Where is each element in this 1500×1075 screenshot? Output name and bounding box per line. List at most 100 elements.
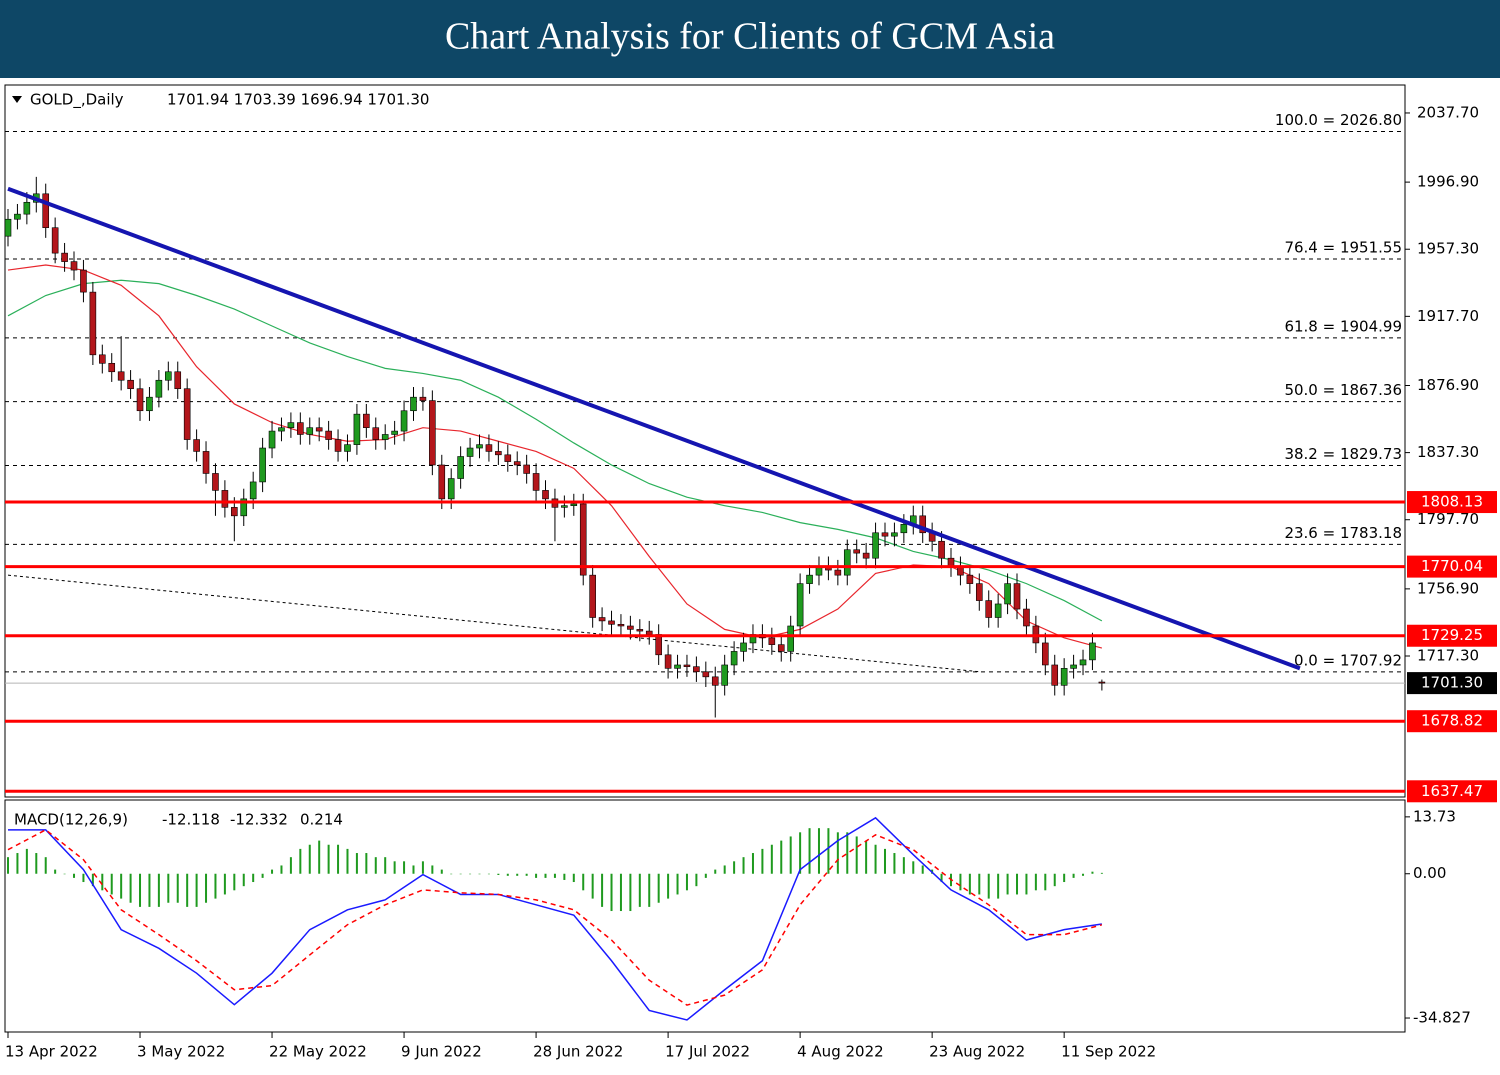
macd-histogram-bar xyxy=(289,857,292,874)
macd-histogram-bar xyxy=(601,873,604,907)
candle-body xyxy=(711,676,719,686)
x-tick-label: 13 Apr 2022 xyxy=(5,1043,98,1061)
macd-histogram-bar xyxy=(120,873,123,899)
macd-histogram-bar xyxy=(535,873,538,878)
candle-body xyxy=(249,481,257,500)
macd-histogram-bar xyxy=(1044,873,1047,891)
candle-body xyxy=(919,515,927,534)
macd-histogram-bar xyxy=(421,861,424,874)
candle-body xyxy=(608,620,615,625)
y-tick-label: 1797.70 xyxy=(1417,510,1479,528)
candle-body xyxy=(51,227,59,254)
y-tick-label: 2037.70 xyxy=(1417,103,1479,121)
symbol: GOLD_,Daily xyxy=(30,91,124,110)
candle-body xyxy=(136,388,144,412)
macd-histogram-bar xyxy=(233,873,236,891)
macd-histogram-bar xyxy=(139,873,142,907)
macd-histogram-bar xyxy=(1016,873,1019,895)
macd-histogram-bar xyxy=(1100,872,1103,874)
candle-body xyxy=(127,379,134,390)
candle-body xyxy=(438,464,446,500)
candle-body xyxy=(174,371,182,390)
macd-histogram-bar xyxy=(789,836,792,874)
macd-panel xyxy=(4,799,1406,1033)
menu-arrow xyxy=(12,96,22,103)
candle-body xyxy=(419,396,427,401)
macd-histogram-bar xyxy=(478,873,481,875)
candle-body xyxy=(542,490,549,500)
macd-histogram-bar xyxy=(751,853,754,874)
macd-histogram-bar xyxy=(997,873,1000,899)
macd-histogram-bar xyxy=(252,873,255,883)
level-box xyxy=(1407,780,1497,803)
macd-histogram-bar xyxy=(921,865,924,874)
candle-body xyxy=(447,478,455,500)
candle-body xyxy=(381,434,389,440)
candle-body xyxy=(966,574,974,584)
macd-histogram-bar xyxy=(469,873,472,875)
macd-histogram-bar xyxy=(695,873,698,887)
macd-histogram-bar xyxy=(308,844,311,874)
ohlc-text: 1701.94 1703.39 1696.94 1701.30 xyxy=(167,91,429,109)
candle-body xyxy=(655,634,662,656)
candle-body xyxy=(872,532,879,559)
candle-body xyxy=(683,664,691,667)
candle-body xyxy=(843,549,851,576)
macd-histogram-bar xyxy=(440,869,443,874)
title-bar xyxy=(0,0,1500,78)
candle-body xyxy=(532,473,540,491)
macd-main-value: -12.118 xyxy=(162,811,220,829)
candle-body xyxy=(146,396,153,412)
candle-body xyxy=(627,625,634,630)
level-box xyxy=(1407,555,1497,578)
macd-histogram-bar xyxy=(337,844,340,874)
candle-body xyxy=(891,532,898,537)
macd-main-line xyxy=(8,816,1102,1021)
level-label: 1729.25 xyxy=(1421,626,1483,644)
candle-body xyxy=(674,664,681,669)
macd-histogram-bar xyxy=(657,873,660,903)
x-tick-label: 3 May 2022 xyxy=(137,1043,225,1061)
macd-histogram-bar xyxy=(157,873,160,907)
macd-histogram-bar xyxy=(91,873,94,887)
candle-body xyxy=(1004,583,1011,605)
candle-body xyxy=(495,451,502,456)
y-tick-label: 1756.90 xyxy=(1417,579,1479,597)
candle-body xyxy=(645,630,653,635)
candle-body xyxy=(702,671,710,678)
candle-body xyxy=(315,427,323,432)
candle-body xyxy=(740,642,747,652)
macd-y-tick-label: 13.73 xyxy=(1413,807,1456,825)
macd-title: MACD(12,26,9) xyxy=(14,811,128,829)
macd-histogram-bar xyxy=(1025,873,1028,895)
candle-body xyxy=(900,524,908,534)
moving-average xyxy=(7,264,1103,649)
macd-histogram-bar xyxy=(1072,873,1075,878)
candle-body xyxy=(89,291,97,356)
y-tick-label: 1717.30 xyxy=(1417,646,1479,664)
macd-histogram-bar xyxy=(186,873,189,907)
macd-histogram-bar xyxy=(195,873,198,907)
last-price-label: 1701.30 xyxy=(1421,674,1483,692)
candle-body xyxy=(777,644,785,652)
macd-histogram-bar xyxy=(365,853,368,874)
macd-histogram-bar xyxy=(318,840,321,874)
macd-y-tick-label: -34.827 xyxy=(1413,1009,1471,1027)
macd-histogram-bar xyxy=(648,873,651,907)
macd-histogram-bar xyxy=(902,857,905,874)
macd-histogram-bar xyxy=(676,873,679,895)
candle-body xyxy=(306,427,314,435)
candle-body xyxy=(636,629,644,632)
candle-body xyxy=(117,371,125,381)
candle-body xyxy=(240,498,248,517)
y-tick-label: 1876.90 xyxy=(1417,376,1479,394)
page-title: Chart Analysis for Clients of GCM Asia xyxy=(445,16,1055,58)
x-tick-label: 23 Aug 2022 xyxy=(929,1043,1025,1061)
macd-histogram-bar xyxy=(1034,873,1037,891)
candle-body xyxy=(268,430,276,449)
macd-histogram-bar xyxy=(761,848,764,874)
macd-histogram-bar xyxy=(205,873,208,903)
candle-body xyxy=(806,574,813,584)
